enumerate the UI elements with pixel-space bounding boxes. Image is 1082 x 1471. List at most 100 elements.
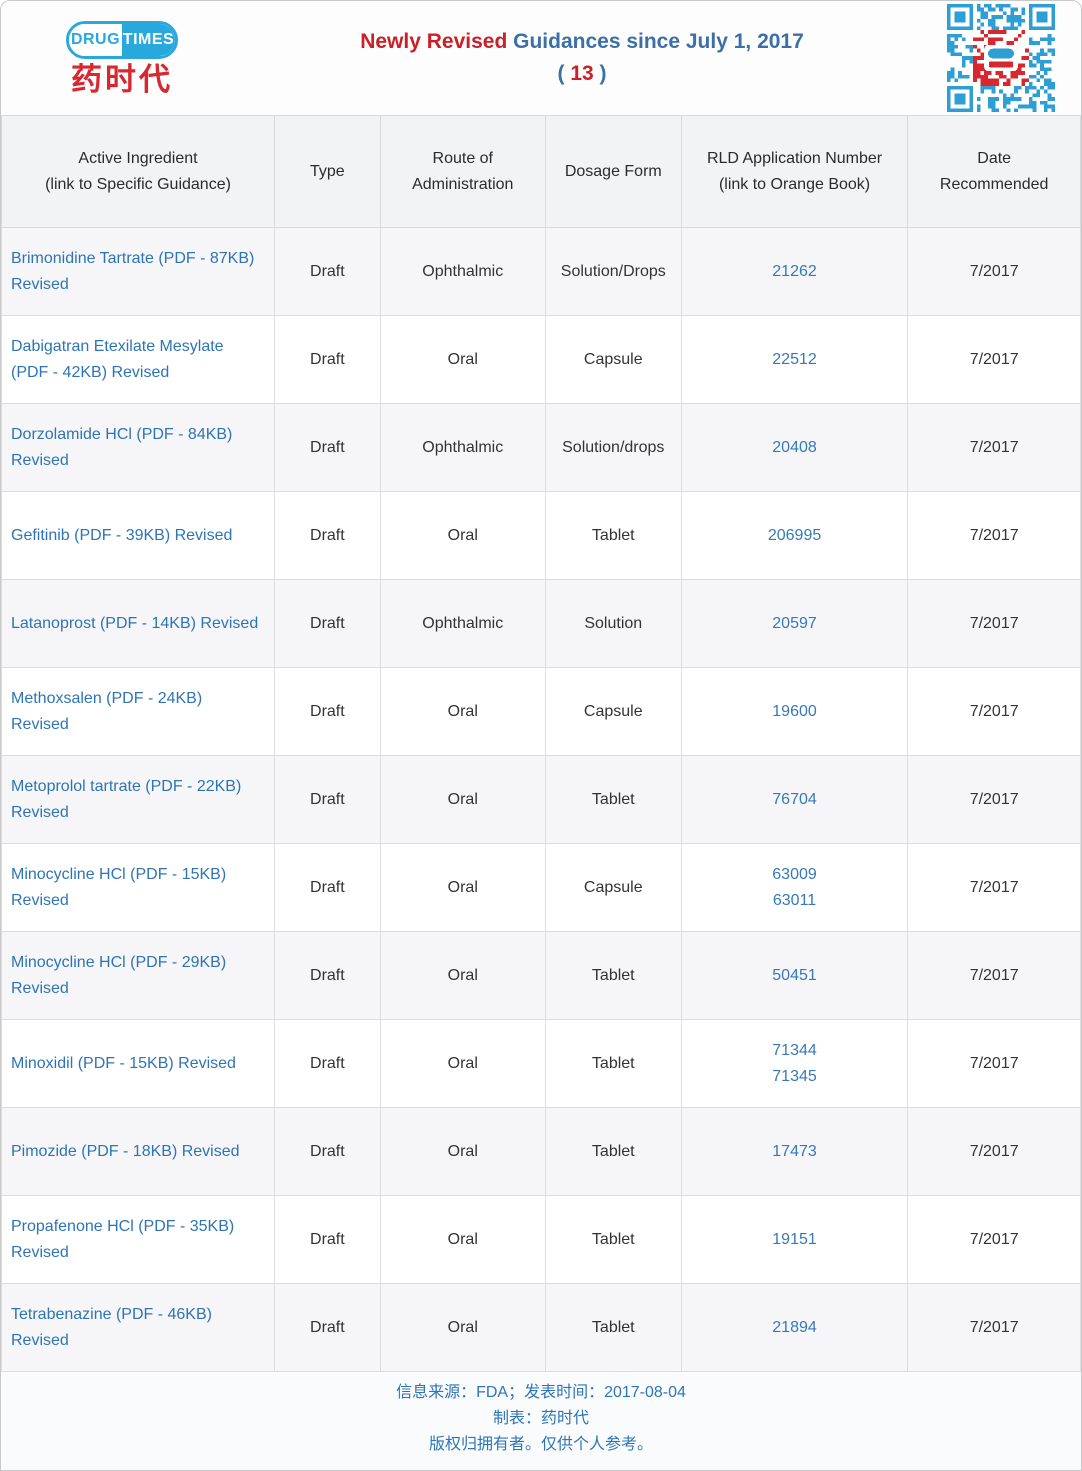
orange-book-link[interactable]: 21894 [772, 1318, 817, 1336]
cell-active-ingredient: Brimonidine Tartrate (PDF - 87KB) Revise… [1, 227, 275, 316]
orange-book-link[interactable]: 71344 71345 [772, 1041, 817, 1085]
orange-book-link[interactable]: 19600 [772, 702, 817, 720]
title-highlight: Newly Revised [360, 30, 508, 53]
cell-dosage-form: Capsule [544, 843, 682, 932]
orange-book-link[interactable]: 22512 [772, 350, 817, 368]
guidance-count: 13 [570, 62, 594, 85]
guidance-link[interactable]: Dabigatran Etexilate Mesylate (PDF - 42K… [11, 337, 224, 381]
orange-book-link[interactable]: 206995 [767, 526, 822, 544]
guidance-link[interactable]: Metoprolol tartrate (PDF - 22KB) Revised [11, 777, 242, 821]
column-header-dosage-form: Dosage Form [544, 115, 682, 228]
table-row: Propafenone HCl (PDF - 35KB) Revised Dra… [1, 1195, 1081, 1284]
guidance-link[interactable]: Gefitinib (PDF - 39KB) Revised [11, 526, 233, 544]
cell-rld-number: 22512 [680, 315, 909, 404]
cell-dosage-form: Tablet [544, 1019, 682, 1108]
source-note: 信息来源：FDA；发表时间：2017-08-04 [396, 1384, 686, 1401]
cell-date-recommended: 7/2017 [907, 491, 1081, 580]
table-row: Pimozide (PDF - 18KB) Revised Draft Oral… [1, 1107, 1081, 1196]
column-header-rld-number: RLD Application Number (link to Orange B… [680, 115, 909, 228]
cell-dosage-form: Tablet [544, 491, 682, 580]
logo-chinese-name: 药时代 [71, 62, 173, 97]
cell-route: Oral [379, 315, 546, 404]
cell-route: Oral [379, 843, 546, 932]
cell-active-ingredient: Latanoprost (PDF - 14KB) Revised [1, 579, 275, 668]
cell-dosage-form: Capsule [544, 667, 682, 756]
cell-date-recommended: 7/2017 [907, 843, 1081, 932]
guidance-link[interactable]: Propafenone HCl (PDF - 35KB) Revised [11, 1217, 235, 1261]
cell-route: Oral [379, 931, 546, 1020]
cell-active-ingredient: Minocycline HCl (PDF - 15KB) Revised [1, 843, 275, 932]
logo-drug-text: DRUG [69, 24, 122, 56]
cell-dosage-form: Solution [544, 579, 682, 668]
cell-date-recommended: 7/2017 [907, 1283, 1081, 1372]
guidance-link[interactable]: Minocycline HCl (PDF - 15KB) Revised [11, 865, 227, 909]
cell-date-recommended: 7/2017 [907, 315, 1081, 404]
logo-times-text: TIMES [122, 24, 175, 56]
cell-active-ingredient: Dorzolamide HCl (PDF - 84KB) Revised [1, 403, 275, 492]
qr-center-logo-icon [984, 44, 1018, 72]
cell-date-recommended: 7/2017 [907, 1195, 1081, 1284]
column-header-date-recommended: Date Recommended [907, 115, 1081, 228]
cell-route: Ophthalmic [379, 579, 546, 668]
cell-dosage-form: Tablet [544, 1195, 682, 1284]
cell-dosage-form: Tablet [544, 1283, 682, 1372]
orange-book-link[interactable]: 63009 63011 [772, 865, 817, 909]
column-header-route: Route of Administration [379, 115, 546, 228]
orange-book-link[interactable]: 19151 [772, 1230, 817, 1248]
cell-type: Draft [273, 491, 381, 580]
cell-route: Ophthalmic [379, 403, 546, 492]
guidance-link[interactable]: Tetrabenazine (PDF - 46KB) Revised [11, 1305, 212, 1349]
cell-rld-number: 63009 63011 [680, 843, 909, 932]
column-header-active-ingredient: Active Ingredient (link to Specific Guid… [1, 115, 275, 228]
table-row: Dabigatran Etexilate Mesylate (PDF - 42K… [1, 315, 1081, 404]
cell-type: Draft [273, 579, 381, 668]
guidance-link[interactable]: Brimonidine Tartrate (PDF - 87KB) Revise… [11, 249, 255, 293]
page-footer: 信息来源：FDA；发表时间：2017-08-04 制表：药时代 版权归拥有者。仅… [1, 1372, 1081, 1470]
orange-book-link[interactable]: 50451 [772, 966, 817, 984]
cell-type: Draft [273, 1019, 381, 1108]
guidance-link[interactable]: Dorzolamide HCl (PDF - 84KB) Revised [11, 425, 233, 469]
table-row: Minoxidil (PDF - 15KB) Revised Draft Ora… [1, 1019, 1081, 1108]
guidance-link[interactable]: Pimozide (PDF - 18KB) Revised [11, 1142, 240, 1160]
cell-active-ingredient: Methoxsalen (PDF - 24KB) Revised [1, 667, 275, 756]
orange-book-link[interactable]: 20597 [772, 614, 817, 632]
cell-route: Oral [379, 1195, 546, 1284]
orange-book-link[interactable]: 17473 [772, 1142, 817, 1160]
cell-route: Oral [379, 491, 546, 580]
cell-date-recommended: 7/2017 [907, 667, 1081, 756]
cell-active-ingredient: Pimozide (PDF - 18KB) Revised [1, 1107, 275, 1196]
cell-rld-number: 71344 71345 [680, 1019, 909, 1108]
guidance-link[interactable]: Minocycline HCl (PDF - 29KB) Revised [11, 953, 227, 997]
cell-type: Draft [273, 403, 381, 492]
cell-date-recommended: 7/2017 [907, 931, 1081, 1020]
copyright-note: 版权归拥有者。仅供个人参考。 [428, 1436, 653, 1453]
table-row: Methoxsalen (PDF - 24KB) Revised Draft O… [1, 667, 1081, 756]
orange-book-link[interactable]: 76704 [772, 790, 817, 808]
cell-active-ingredient: Propafenone HCl (PDF - 35KB) Revised [1, 1195, 275, 1284]
orange-book-link[interactable]: 20408 [772, 438, 817, 456]
orange-book-link[interactable]: 21262 [772, 262, 817, 280]
title-rest: Guidances since July 1, 2017 [513, 30, 804, 53]
cell-type: Draft [273, 931, 381, 1020]
table-row: Tetrabenazine (PDF - 46KB) Revised Draft… [1, 1283, 1081, 1372]
table-row: Brimonidine Tartrate (PDF - 87KB) Revise… [1, 227, 1081, 316]
cell-date-recommended: 7/2017 [907, 1019, 1081, 1108]
page-title: Newly Revised Guidances since July 1, 20… [217, 26, 947, 90]
cell-dosage-form: Solution/drops [544, 403, 682, 492]
cell-type: Draft [273, 843, 381, 932]
guidance-link[interactable]: Methoxsalen (PDF - 24KB) Revised [11, 689, 203, 733]
table-row: Metoprolol tartrate (PDF - 22KB) Revised… [1, 755, 1081, 844]
cell-type: Draft [273, 1107, 381, 1196]
cell-route: Oral [379, 1019, 546, 1108]
cell-date-recommended: 7/2017 [907, 579, 1081, 668]
cell-active-ingredient: Dabigatran Etexilate Mesylate (PDF - 42K… [1, 315, 275, 404]
cell-rld-number: 50451 [680, 931, 909, 1020]
cell-rld-number: 76704 [680, 755, 909, 844]
cell-dosage-form: Solution/Drops [544, 227, 682, 316]
guidance-link[interactable]: Latanoprost (PDF - 14KB) Revised [11, 614, 259, 632]
guidance-table: Active Ingredient (link to Specific Guid… [1, 115, 1081, 1372]
cell-active-ingredient: Tetrabenazine (PDF - 46KB) Revised [1, 1283, 275, 1372]
guidance-link[interactable]: Minoxidil (PDF - 15KB) Revised [11, 1054, 236, 1072]
cell-rld-number: 17473 [680, 1107, 909, 1196]
